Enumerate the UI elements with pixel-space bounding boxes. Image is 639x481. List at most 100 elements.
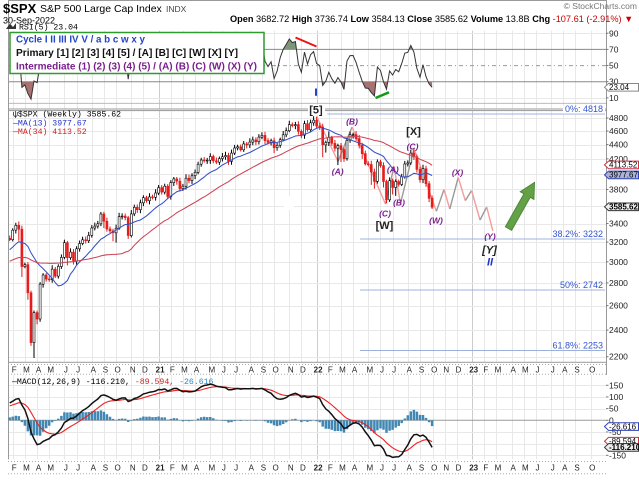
svg-text:M: M xyxy=(495,464,502,473)
svg-text:[5]: [5] xyxy=(309,105,323,117)
svg-text:J: J xyxy=(64,464,68,473)
svg-text:M: M xyxy=(208,366,215,375)
svg-text:J: J xyxy=(380,366,384,375)
svg-text:N: N xyxy=(443,366,449,375)
svg-text:M: M xyxy=(23,366,30,375)
svg-text:J: J xyxy=(536,366,540,375)
svg-text:A: A xyxy=(352,464,358,473)
svg-text:[X]: [X] xyxy=(406,126,421,138)
svg-text:O: O xyxy=(272,464,278,473)
svg-text:M: M xyxy=(47,464,54,473)
svg-text:21: 21 xyxy=(156,366,165,375)
svg-text:(C): (C) xyxy=(407,142,419,152)
svg-text:—MACD(12,26,9) -116.210, -89.5: —MACD(12,26,9) -116.210, -89.594, -26.61… xyxy=(11,377,214,387)
svg-text:INDX: INDX xyxy=(166,4,187,14)
svg-text:M: M xyxy=(366,464,373,473)
svg-text:F: F xyxy=(170,366,175,375)
svg-text:S: S xyxy=(419,366,424,375)
svg-text:A: A xyxy=(36,464,42,473)
svg-text:O: O xyxy=(114,366,120,375)
svg-text:38.2%: 3232: 38.2%: 3232 xyxy=(552,229,603,239)
svg-text:S: S xyxy=(574,464,579,473)
svg-text:M: M xyxy=(23,464,30,473)
svg-text:3200: 3200 xyxy=(609,237,628,247)
svg-text:23: 23 xyxy=(469,464,478,473)
svg-text:N: N xyxy=(443,464,449,473)
svg-text:3400: 3400 xyxy=(609,219,628,229)
svg-text:J: J xyxy=(392,366,396,375)
svg-text:O: O xyxy=(272,366,278,375)
svg-text:M: M xyxy=(522,366,529,375)
svg-text:-50: -50 xyxy=(609,427,622,437)
svg-text:90: 90 xyxy=(609,28,619,38)
svg-text:O: O xyxy=(431,464,437,473)
svg-text:Cycle I II III IV V / a b c w: Cycle I II III IV V / a b c w x y xyxy=(16,34,145,46)
svg-text:(Y): (Y) xyxy=(484,232,496,242)
svg-text:Primary [1] [2] [3] [4] [5] /: Primary [1] [2] [3] [4] [5] / [A] [B] [C… xyxy=(16,47,238,59)
svg-text:J: J xyxy=(234,366,238,375)
svg-text:23: 23 xyxy=(469,366,478,375)
svg-text:50: 50 xyxy=(609,404,619,414)
svg-text:A: A xyxy=(562,464,568,473)
svg-text:S: S xyxy=(261,464,266,473)
svg-text:O: O xyxy=(431,366,437,375)
svg-text:II: II xyxy=(487,257,494,269)
svg-text:21: 21 xyxy=(156,464,165,473)
svg-text:N: N xyxy=(130,464,136,473)
svg-text:A: A xyxy=(407,464,413,473)
svg-text:F: F xyxy=(12,464,17,473)
svg-text:$SPX: $SPX xyxy=(3,1,37,16)
svg-text:(B): (B) xyxy=(393,198,405,208)
svg-text:4800: 4800 xyxy=(609,113,628,123)
svg-text:(A): (A) xyxy=(332,167,344,177)
svg-text:3585.62: 3585.62 xyxy=(609,203,638,212)
svg-text:S: S xyxy=(419,464,424,473)
svg-text:-116.210: -116.210 xyxy=(609,443,639,452)
svg-text:A: A xyxy=(194,464,200,473)
svg-text:61.8%: 2253: 61.8%: 2253 xyxy=(552,341,603,351)
svg-text:F: F xyxy=(483,366,488,375)
svg-text:O: O xyxy=(589,366,595,375)
svg-text:2800: 2800 xyxy=(609,278,628,288)
svg-text:A: A xyxy=(249,366,255,375)
svg-text:—MA(13) 3977.67: —MA(13) 3977.67 xyxy=(12,119,87,129)
svg-text:F: F xyxy=(12,366,17,375)
svg-text:D: D xyxy=(300,366,306,375)
svg-text:(X): (X) xyxy=(452,168,464,178)
svg-text:A: A xyxy=(511,366,517,375)
svg-text:F: F xyxy=(170,464,175,473)
svg-text:M: M xyxy=(47,366,54,375)
svg-text:D: D xyxy=(456,366,462,375)
svg-text:J: J xyxy=(222,366,226,375)
svg-text:© StockCharts.com: © StockCharts.com xyxy=(564,1,637,11)
svg-text:4113.52: 4113.52 xyxy=(609,161,638,170)
svg-text:-150: -150 xyxy=(609,450,626,460)
svg-text:J: J xyxy=(392,464,396,473)
svg-text:J: J xyxy=(64,366,68,375)
svg-text:4600: 4600 xyxy=(609,126,628,136)
svg-text:—MA(34) 4113.52: —MA(34) 4113.52 xyxy=(12,127,87,137)
svg-text:J: J xyxy=(222,464,226,473)
svg-text:S: S xyxy=(103,366,108,375)
svg-text:2600: 2600 xyxy=(609,301,628,311)
svg-text:50%: 2742: 50%: 2742 xyxy=(560,280,603,290)
svg-text:4400: 4400 xyxy=(609,140,628,150)
svg-text:A: A xyxy=(91,366,97,375)
svg-text:M: M xyxy=(208,464,215,473)
svg-text:100: 100 xyxy=(609,392,623,402)
svg-text:ψ$SPX (Weekly) 3585.62: ψ$SPX (Weekly) 3585.62 xyxy=(13,110,121,120)
svg-text:S: S xyxy=(103,464,108,473)
svg-text:(B): (B) xyxy=(346,117,358,127)
svg-text:F: F xyxy=(483,464,488,473)
svg-text:A: A xyxy=(511,464,517,473)
svg-text:M: M xyxy=(522,464,529,473)
svg-text:A: A xyxy=(194,366,200,375)
svg-text:10: 10 xyxy=(609,93,619,103)
svg-text:J: J xyxy=(380,464,384,473)
svg-text:A: A xyxy=(352,366,358,375)
svg-text:A: A xyxy=(562,366,568,375)
svg-text:O: O xyxy=(114,464,120,473)
svg-text:0: 0 xyxy=(609,415,614,425)
svg-text:J: J xyxy=(536,464,540,473)
svg-text:150: 150 xyxy=(609,380,623,390)
